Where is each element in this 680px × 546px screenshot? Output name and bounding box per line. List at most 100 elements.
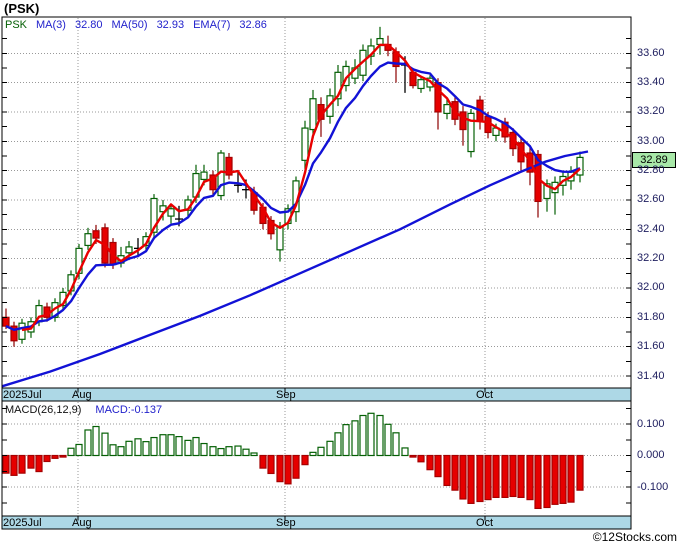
up-candle xyxy=(351,67,359,79)
price-axis-label: 31.80 xyxy=(637,310,665,323)
down-candle xyxy=(259,206,267,225)
month-label: 2025Jul xyxy=(3,389,42,401)
macd-bar-positive xyxy=(225,446,233,457)
price-axis-label: 32.60 xyxy=(637,193,665,206)
up-candle xyxy=(334,71,342,100)
up-candle xyxy=(142,236,150,247)
down-candle xyxy=(225,156,233,176)
price-axis-label: 33.60 xyxy=(637,46,665,59)
price-axis-label: 31.40 xyxy=(637,369,665,382)
candlestick-series xyxy=(2,26,584,347)
macd-bar-positive xyxy=(142,441,150,457)
macd-params-label: MACD(26,12,9) xyxy=(5,404,82,416)
month-label: Aug xyxy=(72,517,92,529)
macd-bar-negative xyxy=(559,454,567,504)
macd-bar-positive xyxy=(392,432,400,457)
macd-bar-negative xyxy=(534,454,542,510)
month-label: Aug xyxy=(72,389,92,401)
macd-bar-negative xyxy=(426,454,434,471)
up-candle xyxy=(59,291,67,307)
macd-bar-negative xyxy=(18,454,26,474)
down-candle xyxy=(109,241,117,266)
macd-bar-negative xyxy=(484,454,492,501)
macd-bar-positive xyxy=(334,432,342,457)
up-candle xyxy=(567,171,575,182)
month-label: Oct xyxy=(476,517,494,529)
up-candle xyxy=(35,304,43,323)
macd-bar-positive xyxy=(92,425,100,457)
down-candle xyxy=(517,142,525,163)
down-candle xyxy=(10,325,18,342)
ticker-symbol-label: PSK xyxy=(5,19,28,31)
macd-bar-negative xyxy=(417,454,425,463)
macd-histogram xyxy=(2,412,584,510)
macd-bar-positive xyxy=(75,443,83,457)
down-candle xyxy=(2,316,10,327)
up-candle xyxy=(301,127,309,161)
up-candle xyxy=(184,199,192,211)
up-candle xyxy=(18,322,26,340)
axis-ticks xyxy=(2,38,631,521)
macd-axis-label: -0.100 xyxy=(637,480,669,493)
macd-bar-positive xyxy=(326,440,334,457)
macd-bar-negative xyxy=(43,454,51,463)
macd-bar-negative xyxy=(443,454,451,487)
up-candle xyxy=(67,274,75,292)
month-label: Sep xyxy=(276,389,296,401)
macd-bar-negative xyxy=(543,454,551,509)
macd-bar-negative xyxy=(276,454,284,483)
macd-bar-positive xyxy=(384,423,392,457)
macd-bar-positive xyxy=(401,447,409,457)
macd-bar-negative xyxy=(267,454,275,475)
down-candle xyxy=(476,99,484,122)
macd-bar-positive xyxy=(84,429,92,457)
down-candle xyxy=(384,43,392,51)
up-candle xyxy=(150,197,158,233)
down-candle xyxy=(434,81,442,113)
macd-bar-positive xyxy=(359,414,367,457)
price-axis-label: 32.40 xyxy=(637,222,665,235)
macd-bar-positive xyxy=(67,447,75,457)
price-axis-label: 32.80 xyxy=(637,164,665,177)
up-candle xyxy=(200,171,208,181)
month-label: Sep xyxy=(276,517,296,529)
price-axis-label: 31.60 xyxy=(637,340,665,353)
ema7-value: 32.86 xyxy=(239,19,267,31)
macd-bar-negative xyxy=(451,454,459,491)
macd-bar-positive xyxy=(175,436,183,457)
macd-bar-negative xyxy=(567,454,575,503)
macd-bar-positive xyxy=(367,412,375,457)
macd-bar-negative xyxy=(476,454,484,503)
indicator-legend: PSK MA(3) 32.80 MA(50) 32.93 EMA(7) 32.8… xyxy=(5,19,267,31)
down-candle xyxy=(209,174,217,191)
up-candle xyxy=(75,247,83,274)
up-candle xyxy=(359,49,367,76)
down-candle xyxy=(92,230,100,239)
macd-bar-negative xyxy=(284,454,292,485)
down-candle xyxy=(451,101,459,120)
macd-legend: MACD(26,12,9) MACD:-0.137 xyxy=(5,404,162,416)
ema7-line xyxy=(5,61,581,331)
macd-bar-negative xyxy=(459,454,467,500)
macd-bar-positive xyxy=(209,446,217,457)
up-candle xyxy=(443,104,451,115)
up-candle xyxy=(292,180,300,213)
down-candle xyxy=(484,115,492,134)
up-candle xyxy=(125,246,133,254)
up-candle xyxy=(376,37,384,46)
up-candle xyxy=(326,95,334,117)
price-axis-label: 33.20 xyxy=(637,105,665,118)
up-candle xyxy=(217,152,225,197)
macd-bar-negative xyxy=(409,454,417,458)
macd-bar-negative xyxy=(526,454,534,501)
macd-bar-positive xyxy=(134,438,142,457)
macd-bar-positive xyxy=(317,446,325,457)
ma50-value: 32.93 xyxy=(156,19,185,31)
ma3-line xyxy=(21,43,581,332)
down-candle xyxy=(250,192,258,211)
up-candle xyxy=(309,98,317,131)
up-candle xyxy=(426,77,434,88)
macd-bar-positive xyxy=(234,445,242,457)
price-axis-label: 33.00 xyxy=(637,134,665,147)
